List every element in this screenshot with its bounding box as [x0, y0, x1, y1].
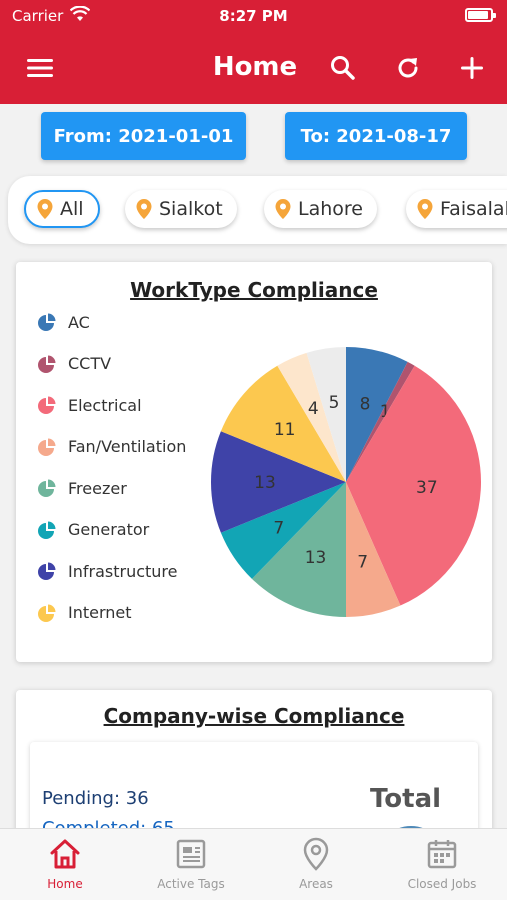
pie-chart-icon — [38, 396, 56, 414]
tab-label: Home — [47, 877, 83, 891]
location-chip-label: Sialkot — [159, 198, 223, 220]
legend-label: Freezer — [68, 478, 127, 498]
pie-slice[interactable] — [346, 347, 408, 482]
map-pin-icon — [274, 198, 292, 220]
pie-data-label: 8 — [360, 394, 371, 414]
location-chip-lahore[interactable]: Lahore — [264, 190, 377, 228]
tab-label: Closed Jobs — [407, 877, 477, 891]
legend-label: Generator — [68, 520, 150, 539]
location-filter-bar[interactable]: All Sialkot Lahore Faisalabad — [8, 176, 507, 244]
pie-slice[interactable] — [306, 347, 346, 482]
search-button[interactable] — [321, 46, 365, 90]
pie-data-label: 7 — [273, 518, 284, 538]
location-chip-faisalabad[interactable]: Faisalabad — [406, 190, 507, 228]
pie-slice[interactable] — [210, 431, 346, 533]
hamburger-icon — [27, 59, 53, 77]
location-chip-all[interactable]: All — [24, 190, 100, 228]
legend-item: Electrical — [38, 393, 196, 417]
tab-label: Active Tags — [157, 877, 225, 891]
from-date-button[interactable]: From: 2021-01-01 — [41, 112, 246, 160]
tab-active-tags[interactable]: Active Tags — [128, 829, 254, 900]
home-icon — [2, 837, 128, 871]
map-pin-icon — [416, 198, 434, 220]
pie-data-label: 7 — [357, 552, 368, 572]
company-compliance-title: Company-wise Compliance — [103, 704, 405, 728]
legend-item: Fan/Ventilation — [38, 435, 196, 459]
pie-chart-icon — [38, 438, 56, 456]
pie-data-label: 13 — [254, 473, 276, 493]
tab-closed-jobs[interactable]: Closed Jobs — [379, 829, 505, 900]
location-chip-label: Faisalabad — [440, 198, 507, 220]
location-chip-sialkot[interactable]: Sialkot — [125, 190, 237, 228]
page-title: Home — [212, 52, 298, 82]
legend-item: Generator — [38, 518, 196, 542]
legend-label: CCTV — [68, 354, 112, 373]
add-button[interactable] — [450, 46, 494, 90]
pie-data-label: 37 — [416, 478, 438, 498]
bottom-tab-bar: Home Active Tags Areas Closed Jobs — [0, 828, 507, 900]
app-header: Home — [0, 32, 507, 104]
pending-count: Pending: 36 — [42, 788, 149, 809]
pie-data-label: 13 — [305, 548, 327, 568]
clipboard-icon — [128, 837, 254, 871]
carrier-label: Carrier — [12, 7, 64, 25]
pie-chart-icon — [38, 355, 56, 373]
tab-home[interactable]: Home — [2, 829, 128, 900]
to-date-button[interactable]: To: 2021-08-17 — [285, 112, 467, 160]
pie-slice[interactable] — [346, 365, 481, 606]
pie-data-label: 11 — [274, 420, 296, 440]
clock: 8:27 PM — [219, 7, 288, 25]
legend-label: Electrical — [68, 395, 142, 415]
refresh-button[interactable] — [386, 46, 430, 90]
search-icon — [331, 56, 355, 80]
tab-areas[interactable]: Areas — [253, 829, 379, 900]
refresh-icon — [398, 58, 418, 78]
map-pin-icon — [253, 837, 379, 871]
battery-icon — [465, 8, 496, 22]
map-pin-icon — [135, 198, 153, 220]
calendar-icon — [379, 837, 505, 871]
legend-item: AC — [38, 310, 196, 334]
pie-data-label: 4 — [308, 399, 319, 419]
pie-chart-icon — [38, 521, 56, 539]
location-chip-label: All — [60, 198, 84, 220]
status-bar: Carrier 8:27 PM — [0, 0, 507, 32]
legend-item: CCTV — [38, 352, 196, 376]
pie-slice[interactable] — [346, 361, 415, 482]
pie-slice[interactable] — [220, 482, 346, 579]
menu-button[interactable] — [18, 46, 62, 90]
pie-chart-icon — [38, 479, 56, 497]
legend-item: Freezer — [38, 476, 196, 500]
plus-icon — [461, 57, 483, 79]
legend-item: Infrastructure — [38, 559, 196, 583]
pie-chart-icon — [38, 604, 56, 622]
legend-label: Internet — [68, 603, 132, 622]
location-chip-label: Lahore — [298, 198, 363, 220]
pie-slice[interactable] — [220, 365, 346, 482]
worktype-compliance-title: WorkType Compliance — [130, 278, 378, 302]
pie-data-label: 5 — [329, 393, 340, 413]
tab-label: Areas — [299, 877, 333, 891]
pie-slice[interactable] — [346, 482, 401, 617]
legend-label: Fan/Ventilation — [68, 437, 187, 456]
map-pin-icon — [36, 198, 54, 220]
wifi-icon — [69, 5, 91, 26]
worktype-compliance-card: WorkType Compliance AC CCTV Electrical Fan/… — [16, 262, 492, 662]
legend-item: Internet — [38, 601, 196, 625]
legend-label: Infrastructure — [68, 561, 178, 581]
pie-data-label: 1 — [380, 402, 391, 422]
total-label: Total — [370, 784, 442, 814]
pie-chart-icon — [38, 313, 56, 331]
pie-chart-icon — [38, 562, 56, 580]
pie-slice[interactable] — [251, 482, 346, 617]
legend-label: AC — [68, 312, 90, 332]
pie-slice[interactable] — [277, 352, 346, 482]
